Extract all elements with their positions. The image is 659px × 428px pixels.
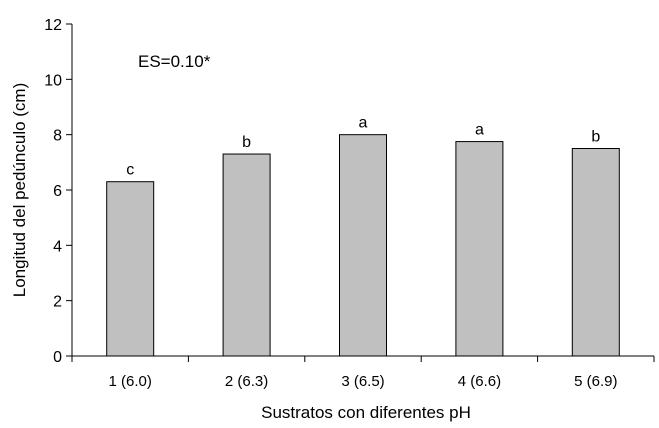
y-tick-label: 6 [53, 183, 62, 200]
bar-series [106, 134, 620, 357]
bar [571, 148, 620, 357]
se-annotation: ES=0.10* [138, 52, 211, 71]
bar-significance-label: b [242, 134, 251, 151]
bar [106, 181, 155, 357]
bar [222, 153, 271, 357]
x-axis-title: Sustratos con diferentes pH [261, 403, 471, 422]
y-axis-ticks: 0 2 4 6 8 10 12 [44, 17, 72, 366]
y-tick-label: 4 [53, 238, 62, 255]
y-tick-label: 0 [53, 349, 62, 366]
bar [455, 141, 504, 357]
y-tick-label: 8 [53, 128, 62, 145]
x-tick-label: 2 (6.3) [225, 373, 268, 390]
y-axis-title: Longitud del pedúnculo (cm) [10, 83, 29, 298]
x-tick-label: 5 (6.9) [574, 373, 617, 390]
bar-significance-label: a [475, 122, 484, 139]
bar [339, 134, 387, 357]
y-tick-label: 10 [44, 72, 62, 89]
x-tick-label: 3 (6.5) [341, 373, 384, 390]
bar-significance-label: c [126, 162, 134, 179]
x-tick-label: 4 (6.6) [458, 373, 501, 390]
bar-significance-label: a [359, 115, 368, 132]
x-axis-ticks: 1 (6.0) 2 (6.3) 3 (6.5) 4 (6.6) 5 (6.9) [71, 356, 655, 390]
bar-letter-labels: c b a a b [126, 115, 600, 179]
x-tick-label: 1 (6.0) [109, 373, 152, 390]
bar-significance-label: b [591, 129, 600, 146]
y-tick-label: 12 [44, 17, 62, 34]
y-tick-label: 2 [53, 294, 62, 311]
